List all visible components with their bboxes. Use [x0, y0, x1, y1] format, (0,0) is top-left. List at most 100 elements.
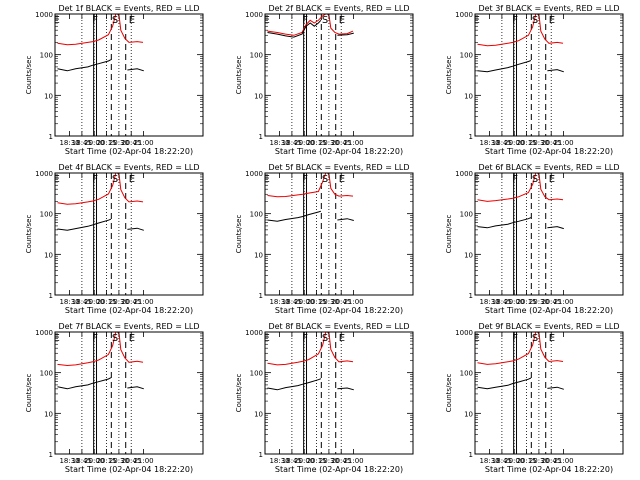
x-tick-label: 21:00	[343, 139, 363, 147]
events-series-line	[267, 210, 322, 222]
detector-panel: 1 10 100 1000 18:3018:4520:0020:1520:3020:45…	[235, 4, 414, 156]
x-tick-label: 20:30	[109, 298, 129, 306]
x-tick-label: 18:45	[72, 298, 92, 306]
x-tick-label: 18:45	[282, 457, 302, 465]
x-tick-label: 18:30	[269, 139, 289, 147]
y-tick-label: 1	[49, 292, 53, 300]
y-axis-label: Counts/sec	[445, 56, 453, 95]
x-tick-label: 18:45	[72, 139, 92, 147]
y-tick-label: 10	[464, 251, 473, 259]
x-tick-label: 20:00	[504, 457, 524, 465]
y-tick-label: 10	[464, 410, 473, 418]
y-tick-label: 100	[460, 370, 473, 378]
x-tick-label: 20:45	[541, 298, 561, 306]
x-tick-label: 20:00	[294, 457, 314, 465]
events-series-line	[477, 377, 532, 390]
y-tick-label: 1	[49, 133, 53, 141]
lld-series-line	[267, 172, 354, 198]
y-tick-label: 100	[40, 52, 53, 60]
panel-title: Det 5f BLACK = Events, RED = LLD	[268, 163, 409, 172]
plot-frame	[474, 13, 624, 137]
x-tick-label: 18:30	[479, 139, 499, 147]
panel-title: Det 2f BLACK = Events, RED = LLD	[268, 4, 409, 13]
x-tick-label: 18:30	[59, 139, 79, 147]
region-marker-letter: E	[473, 333, 479, 344]
plot-frame	[54, 331, 204, 455]
y-tick-label: 1000	[35, 11, 53, 19]
region-marker-letter: S	[112, 174, 118, 185]
plot-frame	[264, 331, 414, 455]
x-tick-label: 20:00	[294, 139, 314, 147]
lld-series-line	[477, 172, 564, 202]
x-tick-label: 20:45	[121, 457, 141, 465]
y-tick-label: 100	[40, 211, 53, 219]
y-tick-label: 1000	[245, 11, 263, 19]
region-marker-letter: F	[512, 333, 518, 344]
y-tick-label: 1	[259, 292, 263, 300]
y-tick-label: 10	[254, 410, 263, 418]
events-series-line	[547, 69, 564, 73]
region-marker-letter: E	[473, 15, 479, 26]
region-marker-letter: E	[339, 174, 345, 185]
x-tick-label: 21:00	[133, 457, 153, 465]
x-tick-label: 18:30	[269, 298, 289, 306]
region-marker-letter: E	[53, 15, 59, 26]
events-series-line	[127, 68, 144, 72]
detector-panel: 1 10 100 1000 18:3018:4520:0020:1520:3020:45…	[445, 322, 624, 474]
region-marker-letter: F	[302, 333, 308, 344]
x-tick-label: 20:30	[529, 298, 549, 306]
x-tick-label: 20:30	[529, 139, 549, 147]
region-marker-letter: F	[92, 333, 98, 344]
lld-series-line	[57, 331, 144, 367]
events-series-line	[57, 59, 112, 72]
events-series-line	[477, 60, 532, 73]
y-axis-label: Counts/sec	[235, 56, 243, 95]
x-tick-label: 21:00	[343, 298, 363, 306]
detector-panel: 1 10 100 1000 18:3018:4520:0020:1520:3020:45…	[25, 322, 204, 474]
y-tick-label: 10	[44, 92, 53, 100]
events-series-line	[57, 218, 112, 231]
y-tick-label: 100	[250, 370, 263, 378]
x-tick-label: 18:45	[492, 298, 512, 306]
x-tick-label: 21:00	[133, 298, 153, 306]
x-tick-label: 20:15	[516, 298, 536, 306]
events-series-line	[477, 217, 532, 229]
panel-title: Det 6f BLACK = Events, RED = LLD	[478, 163, 619, 172]
panel-title: Det 7f BLACK = Events, RED = LLD	[58, 322, 199, 331]
region-marker-letter: E	[263, 15, 269, 26]
plot-frame	[474, 172, 624, 296]
region-marker-letter: E	[263, 333, 269, 344]
y-tick-label: 10	[254, 251, 263, 259]
x-tick-label: 18:30	[59, 457, 79, 465]
y-axis-label: Counts/sec	[235, 374, 243, 413]
panel-title: Det 4f BLACK = Events, RED = LLD	[58, 163, 199, 172]
x-tick-label: 20:45	[121, 139, 141, 147]
y-tick-label: 1000	[35, 329, 53, 337]
y-tick-label: 100	[460, 211, 473, 219]
y-axis-label: Counts/sec	[25, 215, 33, 254]
x-axis-label: Start Time (02-Apr-04 18:22:20)	[65, 306, 193, 315]
x-tick-label: 20:30	[529, 457, 549, 465]
y-tick-label: 1000	[35, 170, 53, 178]
x-tick-label: 21:00	[553, 298, 573, 306]
events-series-line	[267, 19, 322, 38]
plot-frame	[264, 13, 414, 137]
x-tick-label: 20:15	[306, 457, 326, 465]
detector-panel: 1 10 100 1000 18:3018:4520:0020:1520:3020:45…	[445, 4, 624, 156]
region-marker-letter: E	[473, 174, 479, 185]
x-tick-label: 20:15	[516, 139, 536, 147]
x-tick-label: 21:00	[343, 457, 363, 465]
x-tick-label: 18:30	[269, 457, 289, 465]
x-tick-label: 20:00	[84, 298, 104, 306]
x-tick-label: 20:45	[541, 139, 561, 147]
x-tick-label: 20:45	[331, 457, 351, 465]
y-tick-label: 1000	[455, 11, 473, 19]
y-tick-label: 10	[254, 92, 263, 100]
y-tick-label: 1000	[245, 329, 263, 337]
y-tick-label: 1	[259, 133, 263, 141]
lld-series-line	[477, 13, 564, 47]
x-tick-label: 20:00	[84, 457, 104, 465]
x-tick-label: 18:45	[282, 298, 302, 306]
x-tick-label: 20:30	[319, 457, 339, 465]
